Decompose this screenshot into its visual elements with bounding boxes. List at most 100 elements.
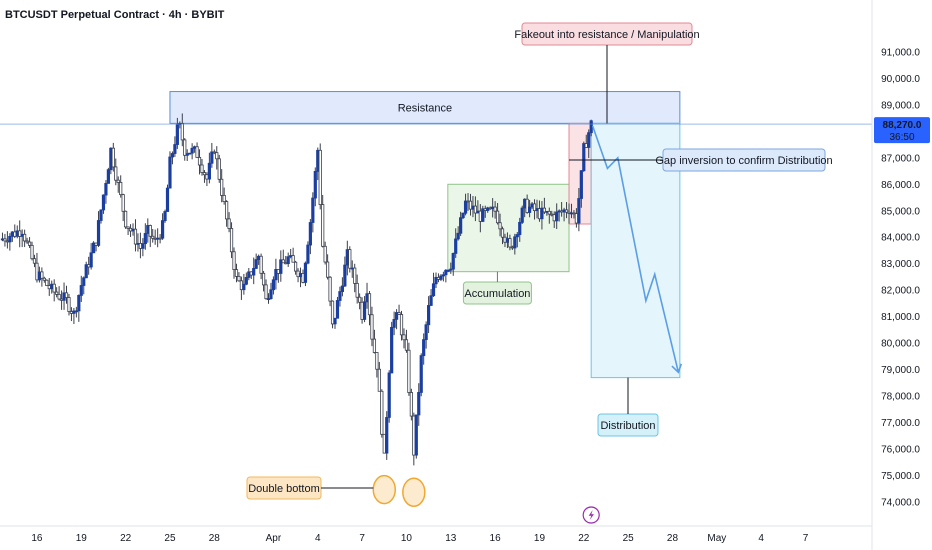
candle-body	[274, 269, 278, 281]
candle-body	[338, 291, 342, 301]
price-tick-label: 91,000.0	[881, 47, 920, 58]
candle-body	[476, 210, 480, 214]
candle-body	[353, 267, 357, 284]
candle-body	[18, 230, 22, 237]
candle-body	[160, 220, 165, 239]
candle-body	[252, 268, 256, 276]
candle-body	[306, 244, 310, 264]
candle-body	[229, 228, 234, 253]
candle-body	[394, 312, 399, 320]
candle-body	[158, 237, 162, 240]
candle-body	[57, 294, 61, 300]
candle-body	[27, 241, 32, 246]
candle-body	[52, 283, 56, 293]
candle-body	[434, 276, 438, 285]
time-tick-label: 28	[209, 533, 221, 544]
candle-body	[50, 283, 54, 290]
candle-body	[313, 170, 317, 199]
time-tick-label: 28	[667, 533, 679, 544]
candle-body	[175, 124, 179, 145]
candle-body	[550, 213, 554, 216]
price-tick-label: 86,000.0	[881, 180, 920, 191]
candle-body	[577, 198, 581, 224]
candle-body	[55, 291, 59, 295]
annotation-distribution: Distribution	[597, 413, 659, 437]
candle-body	[461, 212, 465, 219]
candle-body	[330, 300, 335, 325]
candle-body	[582, 143, 586, 172]
candle-body	[190, 147, 194, 154]
candle-body	[293, 261, 298, 272]
candle-body	[372, 338, 377, 353]
price-tick-label: 79,000.0	[881, 365, 920, 376]
candle-body	[459, 217, 463, 234]
candle-body	[244, 277, 248, 285]
candle-body	[542, 207, 546, 213]
price-tick-label: 77,000.0	[881, 418, 920, 429]
candle-body	[111, 147, 115, 168]
candle-body	[311, 197, 315, 223]
candle-body	[525, 198, 529, 213]
candle-body	[456, 232, 460, 240]
candle-body	[25, 240, 29, 243]
candle-body	[493, 206, 497, 212]
candle-body	[466, 200, 470, 203]
candle-body	[478, 210, 482, 222]
candle-body	[483, 208, 487, 211]
candle-body	[279, 259, 283, 274]
current-price-tag[interactable]	[874, 117, 930, 144]
candle-body	[545, 210, 549, 213]
candle-body	[463, 200, 468, 214]
candle-body	[141, 243, 145, 249]
candle-body	[266, 298, 271, 301]
candle-body	[207, 162, 211, 180]
candle-body	[454, 238, 458, 254]
candle-body	[540, 207, 544, 220]
candle-body	[486, 207, 490, 211]
candle-body	[232, 251, 236, 270]
candle-body	[424, 324, 428, 341]
candle-body	[45, 279, 49, 286]
candle-body	[286, 256, 290, 265]
time-tick-label: 19	[76, 533, 88, 544]
candle-body	[210, 151, 214, 164]
candle-body	[528, 206, 532, 213]
price-tick-label: 87,000.0	[881, 153, 920, 164]
candle-body	[427, 305, 431, 326]
candle-body	[409, 392, 413, 417]
candle-body	[481, 208, 485, 222]
annotation-text: Double bottom	[248, 483, 320, 495]
time-tick-label: 22	[578, 533, 590, 544]
candle-body	[200, 164, 204, 173]
price-tick-label: 81,000.0	[881, 312, 920, 323]
candle-body	[515, 234, 519, 238]
candle-body	[505, 238, 510, 243]
candle-body	[303, 262, 308, 283]
candle-body	[333, 317, 337, 325]
candle-body	[326, 261, 330, 278]
candle-body	[414, 414, 418, 456]
price-tick-label: 75,000.0	[881, 471, 920, 482]
candle-body	[101, 194, 106, 211]
time-tick-label: Apr	[266, 533, 282, 544]
time-tick-label: 22	[120, 533, 132, 544]
candle-body	[0, 238, 5, 241]
candle-body	[508, 238, 512, 248]
candle-body	[444, 269, 448, 276]
candle-body	[222, 195, 226, 203]
candle-body	[94, 242, 98, 246]
candle-body	[397, 312, 401, 315]
candle-body	[335, 300, 340, 319]
price-axis[interactable]: 74,000.0 75,000.0 76,000.0 77,000.0 78,000.0…	[871, 0, 930, 550]
candle-body	[572, 212, 576, 215]
time-axis[interactable]: 16 19 22 25 28 Apr 4 7 10 13 16 19 22 25 28 May 4 7	[0, 506, 872, 544]
price-tick-label: 85,000.0	[881, 206, 920, 217]
candle-body	[579, 170, 583, 199]
time-tick-label: 7	[803, 533, 809, 544]
candle-body	[69, 311, 74, 314]
candle-body	[567, 211, 571, 214]
candle-body	[148, 225, 152, 237]
candle-body	[259, 255, 263, 274]
candle-body	[390, 326, 394, 374]
